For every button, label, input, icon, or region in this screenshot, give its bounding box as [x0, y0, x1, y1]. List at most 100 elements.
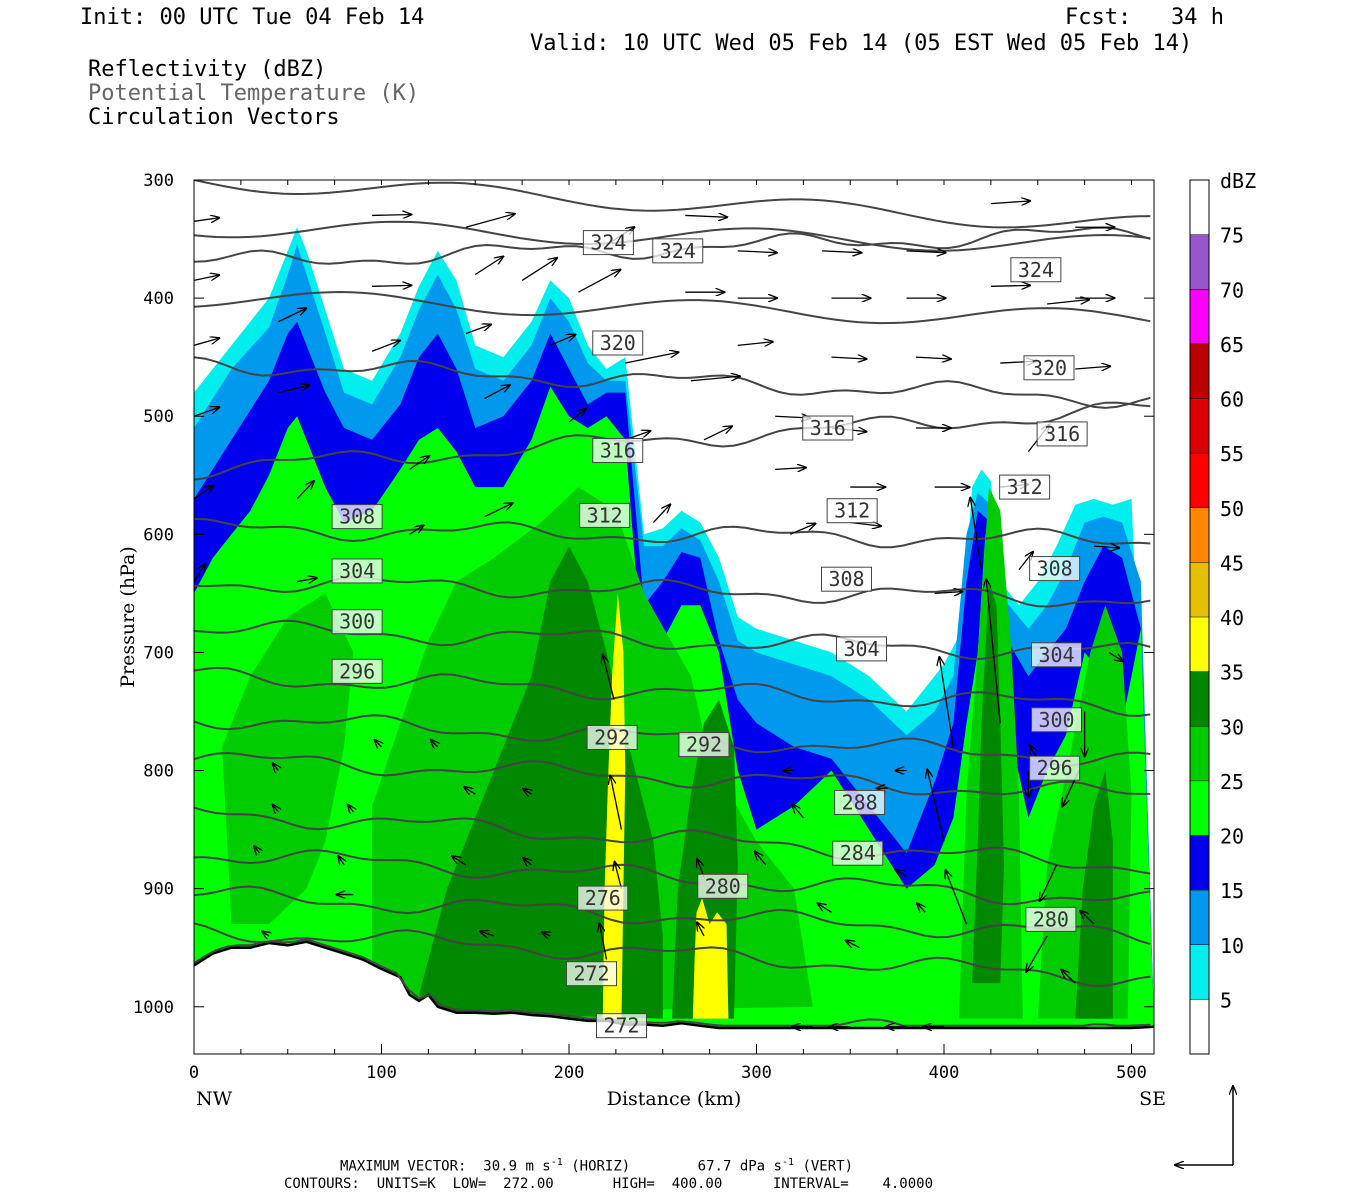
circulation-vector [254, 846, 260, 853]
theta-label-box [579, 502, 631, 528]
plot-frame [193, 179, 1155, 1055]
circulation-vector [934, 592, 963, 594]
circulation-vector [822, 251, 861, 253]
circulation-vector [194, 564, 205, 582]
colorbar-label: 70 [1220, 278, 1244, 302]
theta-label: 288 [842, 790, 878, 814]
circulation-vector [652, 505, 670, 523]
circulation-vector [273, 805, 279, 812]
colorbar-label: 55 [1220, 442, 1244, 466]
colorbar-swatch [1190, 726, 1209, 781]
circulation-vector [474, 256, 503, 276]
colorbar-label: 50 [1220, 497, 1244, 521]
theta-label-box [592, 330, 644, 356]
colorbar-swatch [1190, 835, 1209, 891]
circulation-vector [568, 409, 586, 423]
circulation-vector [484, 385, 510, 400]
circulation-vector [1018, 552, 1033, 571]
colorbar-label: 15 [1220, 879, 1244, 903]
theta-contour-288 [194, 806, 1151, 875]
circulation-vector [273, 763, 279, 770]
colorbar-label: 5 [1220, 988, 1232, 1012]
circulation-vector [409, 525, 424, 535]
theta-label-box [1025, 906, 1077, 932]
theta-label-box [1029, 556, 1081, 582]
max-vector-line: MAXIMUM VECTOR: 30.9 m s-1 (HORIZ) 67.7 … [340, 1157, 854, 1175]
below-ground [194, 941, 1154, 1054]
circulation-vector [986, 579, 1001, 724]
theta-label: 316 [1044, 422, 1080, 446]
theta-contour-300 [194, 666, 1151, 717]
x-tick-label: 300 [741, 1063, 772, 1083]
theta-label-box [331, 658, 383, 684]
circulation-vector [262, 931, 269, 936]
circulation-vector [480, 931, 495, 936]
theta-label-box [834, 789, 886, 815]
y-tick-label: 600 [143, 525, 174, 545]
circulation-vector [194, 485, 214, 500]
circulation-vector [371, 340, 400, 352]
circulation-vector [578, 270, 620, 293]
circulation-vector [278, 385, 309, 394]
theta-label: 300 [1038, 708, 1074, 732]
circulation-vector [600, 924, 608, 960]
x-tick-label: 200 [554, 1063, 585, 1083]
circulation-vector [194, 407, 219, 417]
theta-label-box [577, 885, 629, 911]
theta-label-box [697, 873, 749, 899]
colorbar-label: 40 [1220, 606, 1244, 630]
circulation-vector [915, 357, 951, 359]
theta-label: 292 [594, 725, 630, 749]
theta-label: 276 [585, 886, 621, 910]
colorbar-swatch [1190, 999, 1209, 1054]
colorbar-swatch [1190, 180, 1209, 235]
theta-label-box [1023, 355, 1075, 381]
theta-label-box [331, 504, 383, 530]
circulation-vector [1080, 911, 1095, 925]
circulation-vector [697, 922, 704, 937]
circulation-vector [603, 655, 615, 700]
colorbar-swatch [1190, 289, 1209, 344]
colorbar: 5 10 15 20 25 30 35 40 45 50 55 60 65 70 75 dBZ [1189, 169, 1256, 1055]
theta-contour-upper [194, 180, 1151, 229]
circulation-vector [1047, 300, 1089, 305]
theta-label: 320 [1031, 356, 1067, 380]
theta-labels: 272 272 276 280 280 284 288 292 292 296 296 300 300 3… [331, 230, 1088, 1039]
theta-contour-284 [194, 849, 1151, 906]
circulation-vector [789, 524, 815, 535]
circulation-vector [939, 657, 955, 748]
circulation-vector [523, 789, 531, 794]
colorbar-swatch [1190, 507, 1209, 563]
theta-label-box [592, 437, 644, 463]
echo-35dbz-a [602, 593, 626, 1019]
theta-contour-320 [194, 356, 1151, 409]
y-tick-label: 800 [143, 762, 174, 782]
theta-label-box [586, 724, 638, 750]
circulation-vector [521, 258, 557, 281]
circulation-vector [484, 503, 513, 518]
theta-label: 272 [603, 1014, 639, 1038]
circulation-vector [409, 456, 430, 470]
theta-label-box [1031, 642, 1082, 668]
circulation-vector [610, 776, 623, 830]
forecast-hour: Fcst: 34 h [1065, 5, 1224, 30]
x-tick-label: 400 [929, 1063, 960, 1083]
colorbar-label: 60 [1220, 388, 1244, 412]
theta-label: 312 [587, 503, 623, 527]
colorbar-label: 65 [1220, 333, 1244, 357]
field-reflectivity: Reflectivity (dBZ) [88, 57, 327, 82]
x-end-label-left: NW [196, 1088, 233, 1110]
x-axis-label: Distance (km) [607, 1088, 742, 1110]
theta-label-box [331, 609, 383, 635]
circulation-vector [464, 787, 476, 794]
colorbar-swatch [1190, 343, 1209, 399]
theta-label: 312 [834, 499, 870, 523]
theta-label-box [678, 732, 730, 758]
circulation-vector [372, 285, 411, 286]
theta-label-box [821, 566, 872, 592]
theta-contour-280 [194, 885, 1151, 946]
circulation-vector [737, 251, 777, 253]
colorbar-label: 35 [1220, 661, 1244, 685]
colorbar-swatch [1190, 562, 1209, 617]
theta-label-box [1010, 257, 1062, 283]
